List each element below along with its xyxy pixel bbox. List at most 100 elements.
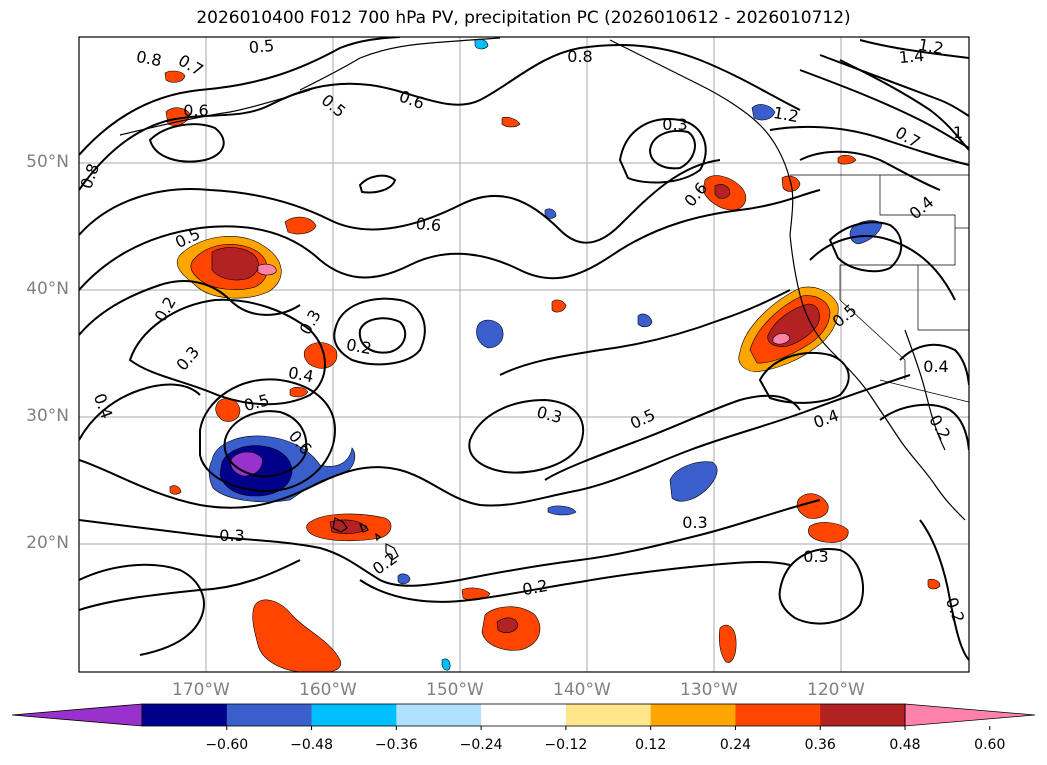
pv-contour-29: [769, 125, 969, 166]
coast-alaska: [299, 37, 501, 91]
contour-label: 0.8: [567, 47, 592, 66]
precip-blob-south-1: [252, 599, 342, 672]
pv-contour-33: [899, 343, 969, 386]
lat-label-20n: 20°N: [26, 533, 69, 553]
colorbar-tick-label: −0.36: [374, 737, 418, 753]
precip-neg-5: [547, 505, 577, 516]
precip-neg-3: [849, 220, 883, 245]
border-us-mexico: [879, 379, 969, 403]
contour-labels: 0.5 0.8 0.7 0.5 0.6 0.8 1.2 1.4 0.6 0.6 …: [77, 35, 969, 625]
colorbar-tick-label: −0.60: [205, 737, 249, 753]
precip-neg-10: [441, 658, 451, 671]
precip-blob-small-3: [551, 299, 567, 313]
coast-aleutians: [119, 89, 311, 136]
coast-hawaii-3: [375, 532, 381, 542]
pv-contour-34: [879, 403, 969, 451]
precip-blob-small-9: [927, 578, 941, 590]
precip-blob-hawaii-north-core: [329, 519, 367, 534]
coastline: [119, 37, 966, 561]
contour-label: 0.3: [172, 343, 203, 375]
precip-blob-south-2-core: [496, 617, 519, 634]
pv-contour-36: [758, 351, 850, 404]
pv-contour-2: [79, 43, 801, 191]
precip-neg-2: [669, 461, 718, 502]
contour-label: 0.7: [892, 123, 924, 152]
coast-bc: [609, 39, 794, 236]
lat-label-30n: 30°N: [26, 406, 69, 426]
pv-contour-35: [919, 519, 969, 661]
map-frame: [78, 36, 970, 673]
contour-label: 0.8: [135, 47, 163, 70]
contour-label: 0.5: [627, 405, 658, 433]
precip-neg-1: [476, 319, 504, 349]
contour-label: 0.6: [415, 214, 442, 235]
pv-contour-32: [809, 235, 956, 301]
precip-neg-8: [474, 38, 489, 50]
coast-baja: [869, 394, 966, 521]
contour-label: 0.4: [287, 363, 315, 386]
precip-blob-small-6: [501, 116, 521, 128]
pv-contour-15: [223, 410, 308, 478]
precip-blob-mid-3: [284, 216, 317, 235]
contour-label: 1.2: [917, 35, 945, 58]
lat-label-50n: 50°N: [26, 152, 69, 172]
colorbar-tick-label: −0.48: [290, 737, 333, 753]
contour-label: 0.4: [923, 357, 948, 376]
contour-label: 0.3: [219, 526, 244, 545]
pv-contour-16: [79, 374, 911, 509]
precip-neg-6: [637, 313, 653, 328]
precip-blob-mid-4: [718, 624, 737, 663]
contour-label: 0.3: [682, 513, 707, 532]
pv-contour-23: [544, 394, 801, 481]
gridlines: [79, 37, 969, 672]
pv-contour-1: [79, 37, 401, 156]
borders: [790, 174, 969, 403]
precip-blob-dateline-north-core3: [257, 263, 277, 276]
precip-blob-mexico-2: [808, 522, 849, 543]
lon-label-150w: 150°W: [426, 680, 484, 700]
contour-label: 0.3: [803, 547, 828, 566]
border-state-2: [917, 265, 969, 331]
contour-label: 1: [953, 123, 963, 142]
coast-baja-inner: [904, 329, 946, 451]
coast-hawaii-4: [385, 543, 399, 561]
precip-neg-4: [751, 104, 776, 121]
precip-blob-dateline-north-core2: [211, 247, 259, 281]
contour-label: 0.5: [248, 36, 275, 57]
contour-label: 0.3: [296, 306, 325, 338]
contour-label: 1.2: [772, 103, 800, 126]
contour-label: 0.3: [662, 115, 687, 134]
coast-pacific-nw: [789, 234, 871, 396]
precip-blob-mexico-1: [796, 493, 829, 519]
colorbar-tick-label: 0.12: [635, 737, 667, 753]
pv-contour-28: [859, 39, 969, 59]
pv-contour-3: [148, 123, 225, 163]
contour-label: 0.4: [906, 192, 938, 223]
contour-label: 0.2: [521, 576, 549, 599]
colorbar-tick-label: 0.36: [804, 737, 836, 753]
pv-contour-18: [79, 563, 205, 656]
contour-label: 0.6: [397, 87, 427, 114]
pv-contours: [79, 37, 969, 661]
pv-contour-30: [799, 150, 941, 191]
pv-contour-12: [358, 317, 407, 354]
colorbar-tick-label: 0.60: [974, 737, 1006, 753]
precip-blob-california-core3: [772, 333, 791, 345]
pv-contour-26: [799, 69, 969, 149]
precip-negative: [208, 38, 883, 671]
colorbar-tick-label: −0.12: [544, 737, 588, 753]
map-title: 2026010400 F012 700 hPa PV, precipitatio…: [196, 8, 851, 28]
precip-blob-bc-core: [714, 184, 731, 199]
precip-neg-subtropical-core2: [230, 451, 263, 477]
colorbar-tick-label: 0.48: [889, 737, 921, 753]
lon-label-140w: 140°W: [553, 680, 611, 700]
pv-contour-17: [79, 499, 821, 587]
colorbar-tick-label: 0.24: [719, 737, 752, 753]
precip-blob-small-7: [837, 154, 857, 165]
pv-contour-7: [648, 130, 696, 170]
pv-contour-9: [79, 280, 301, 336]
contour-label: 0.4: [811, 406, 841, 433]
border-state-1: [840, 175, 956, 266]
pv-contour-19: [79, 559, 301, 611]
